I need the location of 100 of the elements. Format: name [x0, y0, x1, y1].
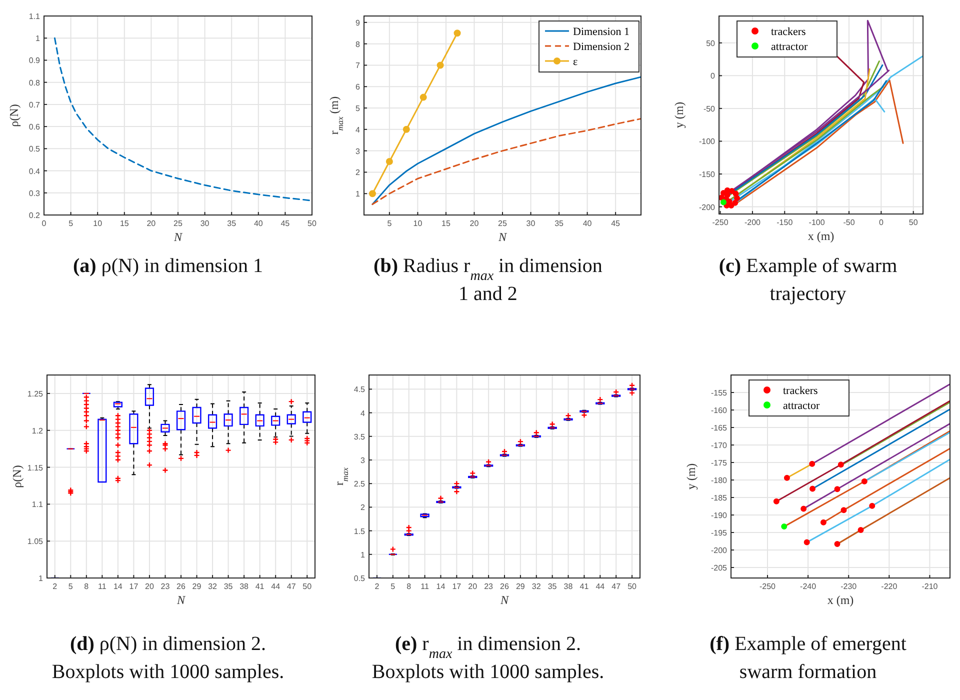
y-tick-label: 8 — [356, 40, 361, 49]
y-tick-label: 0.4 — [28, 166, 41, 176]
legend-label: Dimension 1 — [573, 26, 630, 38]
x-tick-label: 25 — [498, 219, 508, 228]
text: (d) ρ(N) in dimension 2. Boxplots with 1000 samples. — [52, 633, 284, 683]
y-tick-label: 0.3 — [28, 188, 41, 198]
x-tick-label: -240 — [800, 582, 817, 591]
x-tick-label: -250 — [712, 218, 729, 227]
y-tick-label: 1.15 — [27, 463, 44, 472]
y-tick-label: 1 — [360, 550, 366, 560]
y-tick-label: 2.5 — [354, 480, 366, 489]
x-tick-label: 23 — [484, 582, 494, 591]
x-tick-label: -220 — [881, 582, 898, 591]
x-tick-label: 45 — [280, 219, 290, 228]
x-tick-label: 11 — [420, 582, 430, 591]
x-tick-label: 14 — [113, 582, 123, 591]
y-tick-label: -150 — [698, 170, 716, 180]
x-tick-label: 50 — [628, 582, 638, 591]
x-tick-label: 32 — [532, 582, 542, 591]
y-tick-label: 0.9 — [28, 56, 41, 66]
x-tick-label: 8 — [406, 582, 412, 591]
x-tick-label: 5 — [68, 219, 74, 228]
y-tick-label: 2 — [360, 503, 366, 512]
y-tick-label: 0 — [710, 72, 716, 81]
x-tick-label: 17 — [452, 582, 462, 591]
text: (f) Example of emergent swarm formation — [710, 633, 907, 683]
y-tick-label: 0.8 — [28, 78, 41, 88]
y-tick-label: -175 — [710, 458, 728, 468]
x-tick-label: -50 — [843, 218, 856, 227]
y-tick-label: -195 — [710, 528, 728, 538]
x-axis-title: N — [499, 593, 510, 607]
x-tick-label: 20 — [146, 219, 156, 228]
x-tick-label: 17 — [129, 582, 139, 591]
x-tick-label: 26 — [500, 582, 510, 591]
x-tick-label: 11 — [98, 582, 107, 591]
legend-label: attractor — [771, 41, 808, 53]
x-tick-label: 44 — [271, 582, 281, 591]
x-axis-title: N — [172, 230, 183, 244]
x-axis-title: N — [497, 230, 508, 244]
x-tick-label: 5 — [68, 582, 74, 591]
y-tick-label: 1.05 — [27, 537, 44, 546]
x-tick-label: 8 — [84, 582, 90, 591]
y-tick-label: -200 — [698, 202, 716, 212]
x-tick-label: 35 — [554, 219, 564, 228]
y-tick-label: -160 — [710, 406, 728, 415]
x-tick-label: 38 — [564, 582, 574, 591]
x-tick-label: -150 — [776, 218, 794, 227]
x-tick-label: 15 — [442, 219, 451, 228]
x-tick-label: 10 — [413, 219, 423, 228]
x-tick-label: 50 — [308, 219, 317, 228]
x-tick-label: 41 — [255, 582, 265, 591]
y-tick-label: -190 — [710, 511, 728, 520]
x-tick-label: 29 — [516, 582, 526, 591]
x-axis-title: x (m) — [827, 593, 854, 607]
x-tick-label: 25 — [174, 219, 183, 228]
x-tick-label: -230 — [840, 582, 858, 591]
legend-label: trackers — [783, 385, 818, 397]
y-tick-label: 0.2 — [28, 211, 41, 220]
x-tick-label: 30 — [526, 219, 536, 228]
x-tick-label: 2 — [374, 582, 380, 591]
legend-label: Dimension 2 — [573, 41, 630, 53]
x-tick-label: 40 — [254, 219, 264, 228]
x-tick-label: -210 — [922, 582, 938, 591]
x-axis-title: N — [176, 593, 186, 607]
y-tick-label: -200 — [710, 546, 728, 555]
x-tick-label: 35 — [224, 582, 234, 591]
text: (b) Radius r$_{max}$ in dimension 1 and 2 — [374, 255, 602, 305]
y-tick-label: 1.25 — [27, 389, 44, 398]
y-tick-label: 2 — [356, 168, 361, 178]
y-tick-label: -165 — [710, 424, 728, 432]
y-tick-label: 3 — [360, 456, 366, 465]
y-tick-label: 1.1 — [28, 12, 41, 21]
text: (a) ρ(N) in dimension 1 — [73, 255, 263, 277]
y-tick-label: 1 — [38, 574, 44, 583]
y-tick-label: -100 — [698, 137, 716, 146]
y-tick-label: 3 — [356, 146, 361, 156]
y-tick-label: 4 — [360, 408, 366, 418]
x-tick-label: 35 — [227, 219, 237, 228]
y-tick-label: -50 — [703, 104, 716, 114]
x-tick-label: 15 — [120, 219, 130, 228]
x-tick-label: 44 — [596, 582, 606, 591]
y-tick-label: 1.5 — [354, 526, 366, 536]
x-tick-label: 26 — [176, 582, 186, 591]
y-tick-label: 50 — [706, 38, 716, 48]
y-axis-title: ρ(N) — [7, 104, 21, 127]
y-tick-label: 0.5 — [354, 574, 366, 583]
x-tick-label: 32 — [208, 582, 218, 591]
x-tick-label: 5 — [390, 582, 396, 591]
y-tick-label: 0.6 — [28, 122, 41, 132]
legend-label: attractor — [783, 400, 820, 412]
x-tick-label: -100 — [808, 218, 826, 227]
x-tick-label: 0 — [878, 218, 884, 227]
text: (e) r$_{max}$ in dimension 2. Boxplots with 1000 samples. — [372, 633, 604, 683]
x-tick-label: 20 — [145, 582, 154, 591]
x-tick-label: 23 — [160, 582, 170, 591]
x-tick-label: 40 — [582, 219, 592, 228]
y-tick-label: 0.7 — [28, 100, 41, 110]
y-tick-label: -205 — [710, 564, 728, 572]
y-tick-label: 1.2 — [32, 426, 44, 436]
y-tick-label: 0.5 — [28, 144, 41, 154]
